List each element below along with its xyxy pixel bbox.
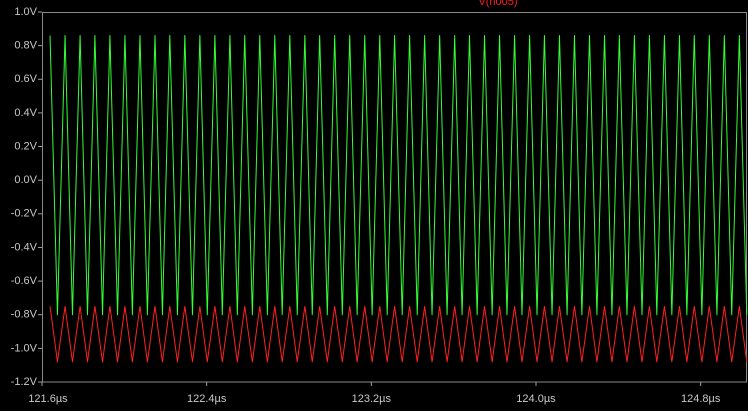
y-tick-label: -0.8V <box>11 309 38 321</box>
y-tick-label: -0.4V <box>11 241 38 253</box>
plot-frame <box>42 12 747 383</box>
y-tick-label: 0.4V <box>14 107 37 119</box>
y-tick-label: -1.0V <box>11 342 38 354</box>
x-tick-label: 123.2µs <box>352 393 392 405</box>
y-tick-label: 1.0V <box>14 6 37 18</box>
legend-label: V(n005) <box>478 0 517 8</box>
x-tick-label: 122.4µs <box>187 393 227 405</box>
y-tick-label: -1.2V <box>11 376 38 388</box>
trace <box>49 35 748 316</box>
x-tick-label: 124.8µs <box>681 393 721 405</box>
y-tick-label: 0.2V <box>14 140 37 152</box>
y-tick-label: -0.2V <box>11 208 38 220</box>
x-tick-label: 124.0µs <box>516 393 556 405</box>
trace <box>49 305 748 363</box>
y-tick-label: 0.0V <box>14 174 37 186</box>
y-tick-label: 0.6V <box>14 73 37 85</box>
y-tick-label: 0.8V <box>14 40 37 52</box>
traces <box>49 35 748 363</box>
x-tick-label: 121.6µs <box>28 393 68 405</box>
y-tick-label: -0.6V <box>11 275 38 287</box>
